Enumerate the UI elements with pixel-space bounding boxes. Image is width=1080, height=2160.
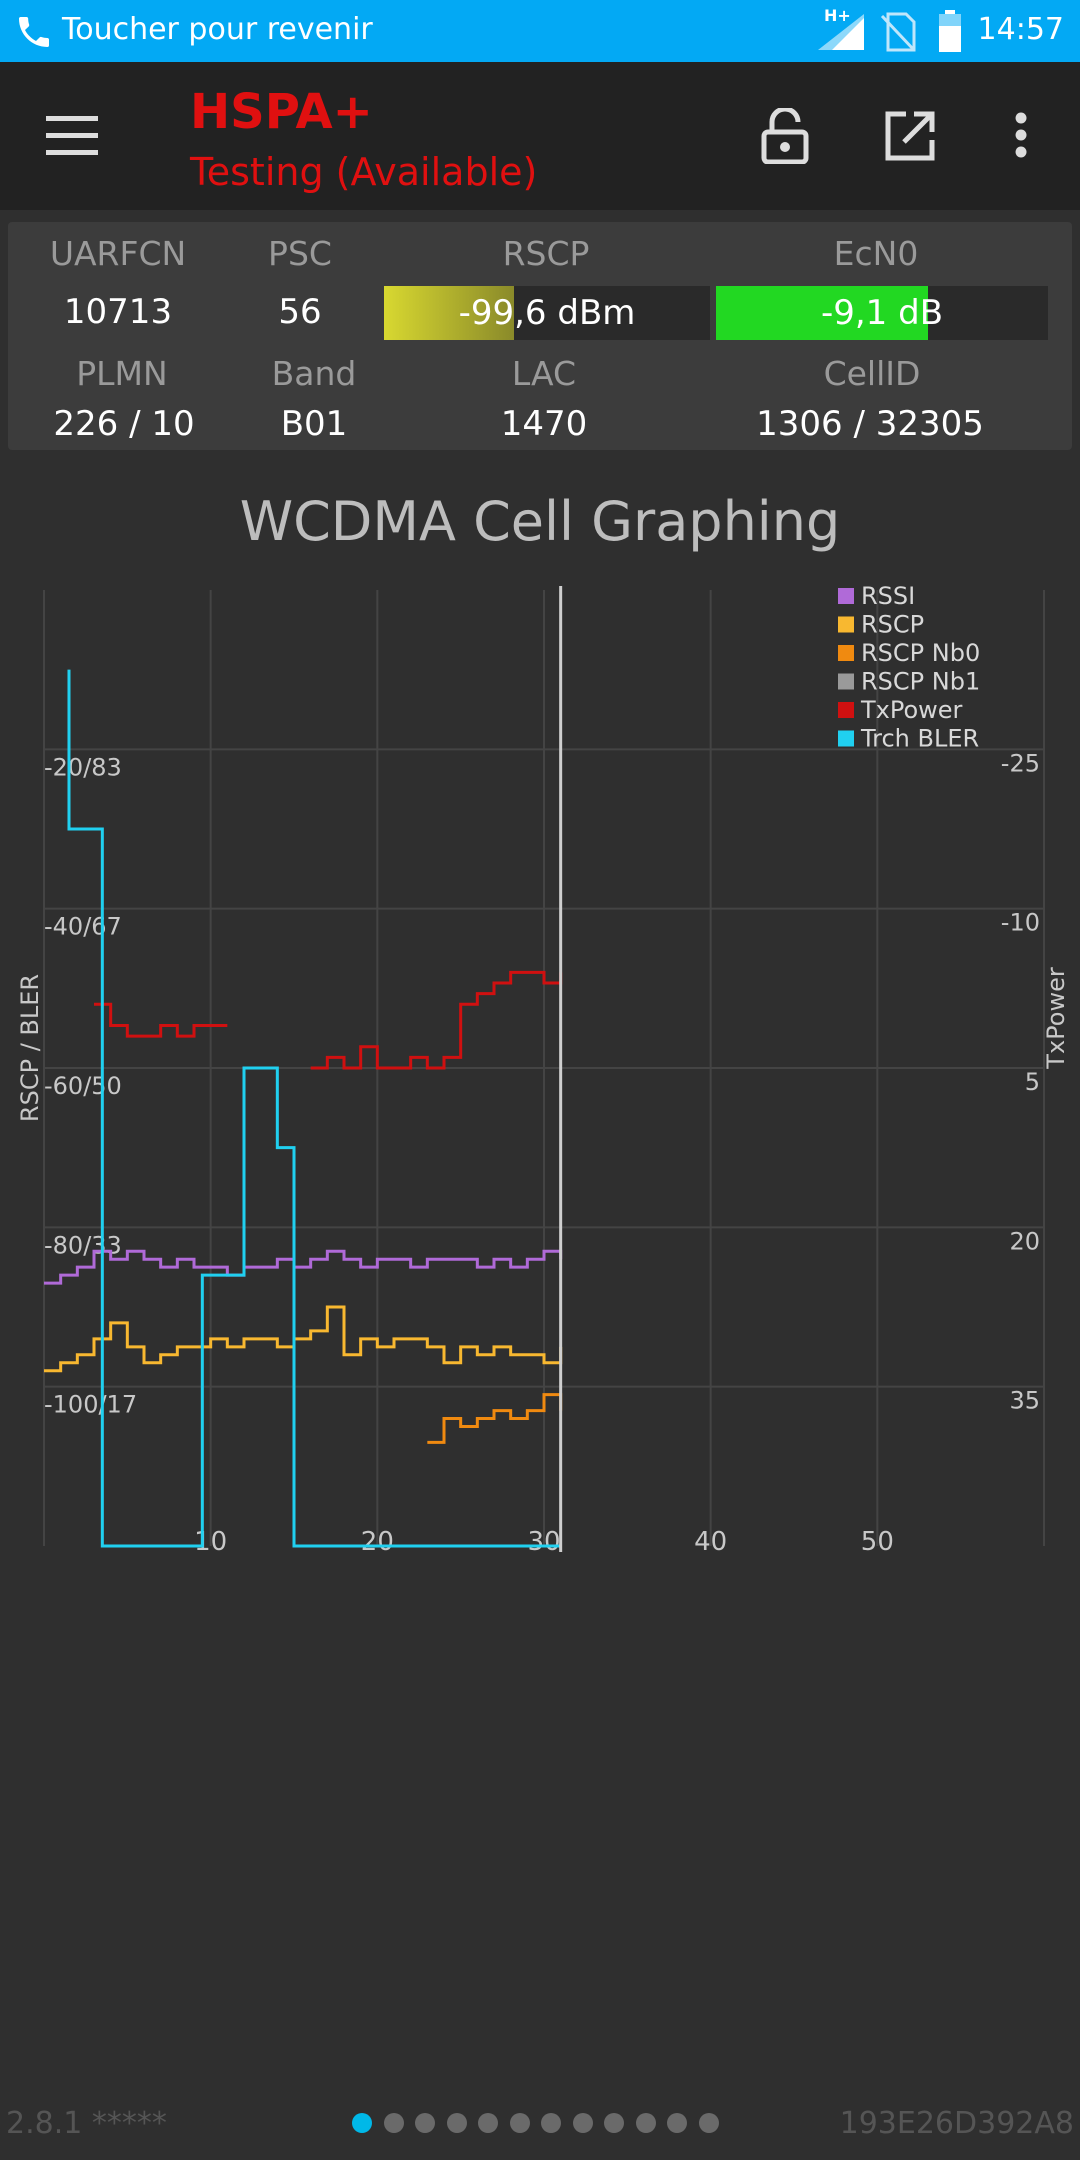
page-dot[interactable] bbox=[352, 2113, 372, 2133]
y2-axis-title: TxPower bbox=[1042, 967, 1070, 1070]
technology-label: HSPA+ bbox=[190, 84, 373, 140]
status-bar[interactable]: Toucher pour revenir H+ 14:57 bbox=[0, 0, 1080, 62]
y-tick-label: -60/50 bbox=[44, 1072, 122, 1100]
plmn-value: 226 / 10 bbox=[53, 404, 195, 444]
x-tick-label: 30 bbox=[527, 1527, 560, 1557]
x-tick-label: 10 bbox=[194, 1527, 227, 1557]
uarfcn-value: 10713 bbox=[63, 292, 173, 332]
rscp-value: -99,6 dBm bbox=[458, 293, 636, 333]
device-id: 193E26D392A8 bbox=[839, 2106, 1074, 2141]
network-type-label: H+ bbox=[824, 6, 851, 25]
page-dot[interactable] bbox=[572, 2113, 593, 2133]
trch-bler-series-line bbox=[67, 669, 561, 1548]
psc-label: PSC bbox=[268, 234, 332, 273]
page-dot[interactable] bbox=[415, 2113, 435, 2133]
connection-status: Testing (Available) bbox=[190, 150, 538, 194]
band-label: Band bbox=[271, 354, 357, 393]
rscp-nb0-series-line bbox=[427, 1393, 563, 1444]
legend-label: RSCP bbox=[861, 611, 924, 639]
legend-label: Trch BLER bbox=[860, 725, 979, 753]
legend-swatch bbox=[838, 702, 854, 718]
rscp-meter-fill bbox=[384, 286, 515, 340]
clock: 14:57 bbox=[977, 12, 1064, 47]
y-tick-label: -20/83 bbox=[44, 753, 122, 781]
txpower-series-line bbox=[94, 970, 563, 1070]
unlock-icon[interactable] bbox=[760, 108, 810, 164]
chart-title: WCDMA Cell Graphing bbox=[239, 490, 841, 553]
legend-swatch bbox=[838, 730, 854, 747]
app-toolbar bbox=[0, 62, 1080, 210]
lac-value: 1470 bbox=[500, 404, 588, 444]
phone-icon bbox=[19, 17, 49, 47]
lac-label: LAC bbox=[511, 354, 577, 393]
y2-tick-label: 35 bbox=[1009, 1387, 1040, 1415]
cellid-label: CellID bbox=[823, 354, 921, 393]
uarfcn-label: UARFCN bbox=[49, 234, 187, 273]
rssi-series-line bbox=[44, 1249, 563, 1285]
band-value: B01 bbox=[280, 404, 348, 444]
page-dot[interactable] bbox=[604, 2113, 624, 2133]
y-tick-label: -100/17 bbox=[44, 1391, 137, 1419]
legend-swatch bbox=[838, 616, 854, 633]
rscp-label: RSCP bbox=[502, 234, 590, 273]
legend-swatch bbox=[838, 645, 854, 661]
legend-swatch bbox=[838, 673, 854, 690]
y-axis-title: RSCP / BLER bbox=[16, 974, 44, 1122]
legend-label: TxPower bbox=[860, 696, 963, 724]
y2-tick-label: -25 bbox=[1001, 749, 1040, 777]
page-dot[interactable] bbox=[383, 2113, 404, 2133]
more-vert-icon[interactable] bbox=[1014, 112, 1028, 158]
app-version: 2.8.1 ***** bbox=[6, 2106, 167, 2141]
rscp-meter: -99,6 dBm bbox=[384, 286, 710, 340]
no-sim-icon bbox=[880, 12, 916, 52]
open-external-icon[interactable] bbox=[884, 110, 936, 162]
x-tick-label: 40 bbox=[694, 1527, 727, 1557]
y-tick-label: -80/33 bbox=[44, 1231, 122, 1259]
page-dot[interactable] bbox=[541, 2113, 561, 2133]
ongoing-call-text[interactable]: Toucher pour revenir bbox=[62, 12, 373, 47]
page-dot[interactable] bbox=[509, 2113, 530, 2133]
legend-label: RSCP Nb1 bbox=[861, 668, 980, 696]
y2-tick-label: 5 bbox=[1025, 1068, 1040, 1096]
y2-tick-label: 20 bbox=[1009, 1227, 1040, 1255]
page-dot[interactable] bbox=[635, 2113, 656, 2133]
ecn0-meter: -9,1 dB bbox=[716, 286, 1048, 340]
y2-tick-label: -10 bbox=[1001, 909, 1040, 937]
x-tick-label: 20 bbox=[361, 1527, 394, 1557]
plmn-label: PLMN bbox=[76, 354, 168, 393]
y-tick-label: -40/67 bbox=[44, 913, 122, 941]
page-dot[interactable] bbox=[667, 2113, 687, 2133]
ecn0-value: -9,1 dB bbox=[820, 293, 944, 333]
signal-icon bbox=[818, 14, 864, 50]
ecn0-meter-fill bbox=[716, 286, 929, 340]
rscp-series-line bbox=[44, 1305, 563, 1373]
page-dot[interactable] bbox=[478, 2113, 498, 2133]
psc-value: 56 bbox=[278, 292, 322, 332]
page-dot[interactable] bbox=[446, 2113, 467, 2133]
x-tick-label: 50 bbox=[861, 1527, 894, 1557]
menu-icon[interactable] bbox=[46, 116, 98, 156]
legend-label: RSSI bbox=[861, 582, 915, 610]
cellid-value: 1306 / 32305 bbox=[756, 404, 984, 444]
wcdma-cell-graph[interactable]: -20/83 -40/67 -60/50 -80/33 -100/17 -25 -10 5 20… bbox=[0, 570, 1080, 1580]
legend-swatch bbox=[838, 588, 854, 604]
ecn0-label: EcN0 bbox=[833, 234, 919, 273]
page-dot[interactable] bbox=[698, 2113, 719, 2133]
legend-label: RSCP Nb0 bbox=[861, 639, 980, 667]
battery-icon bbox=[939, 10, 961, 52]
